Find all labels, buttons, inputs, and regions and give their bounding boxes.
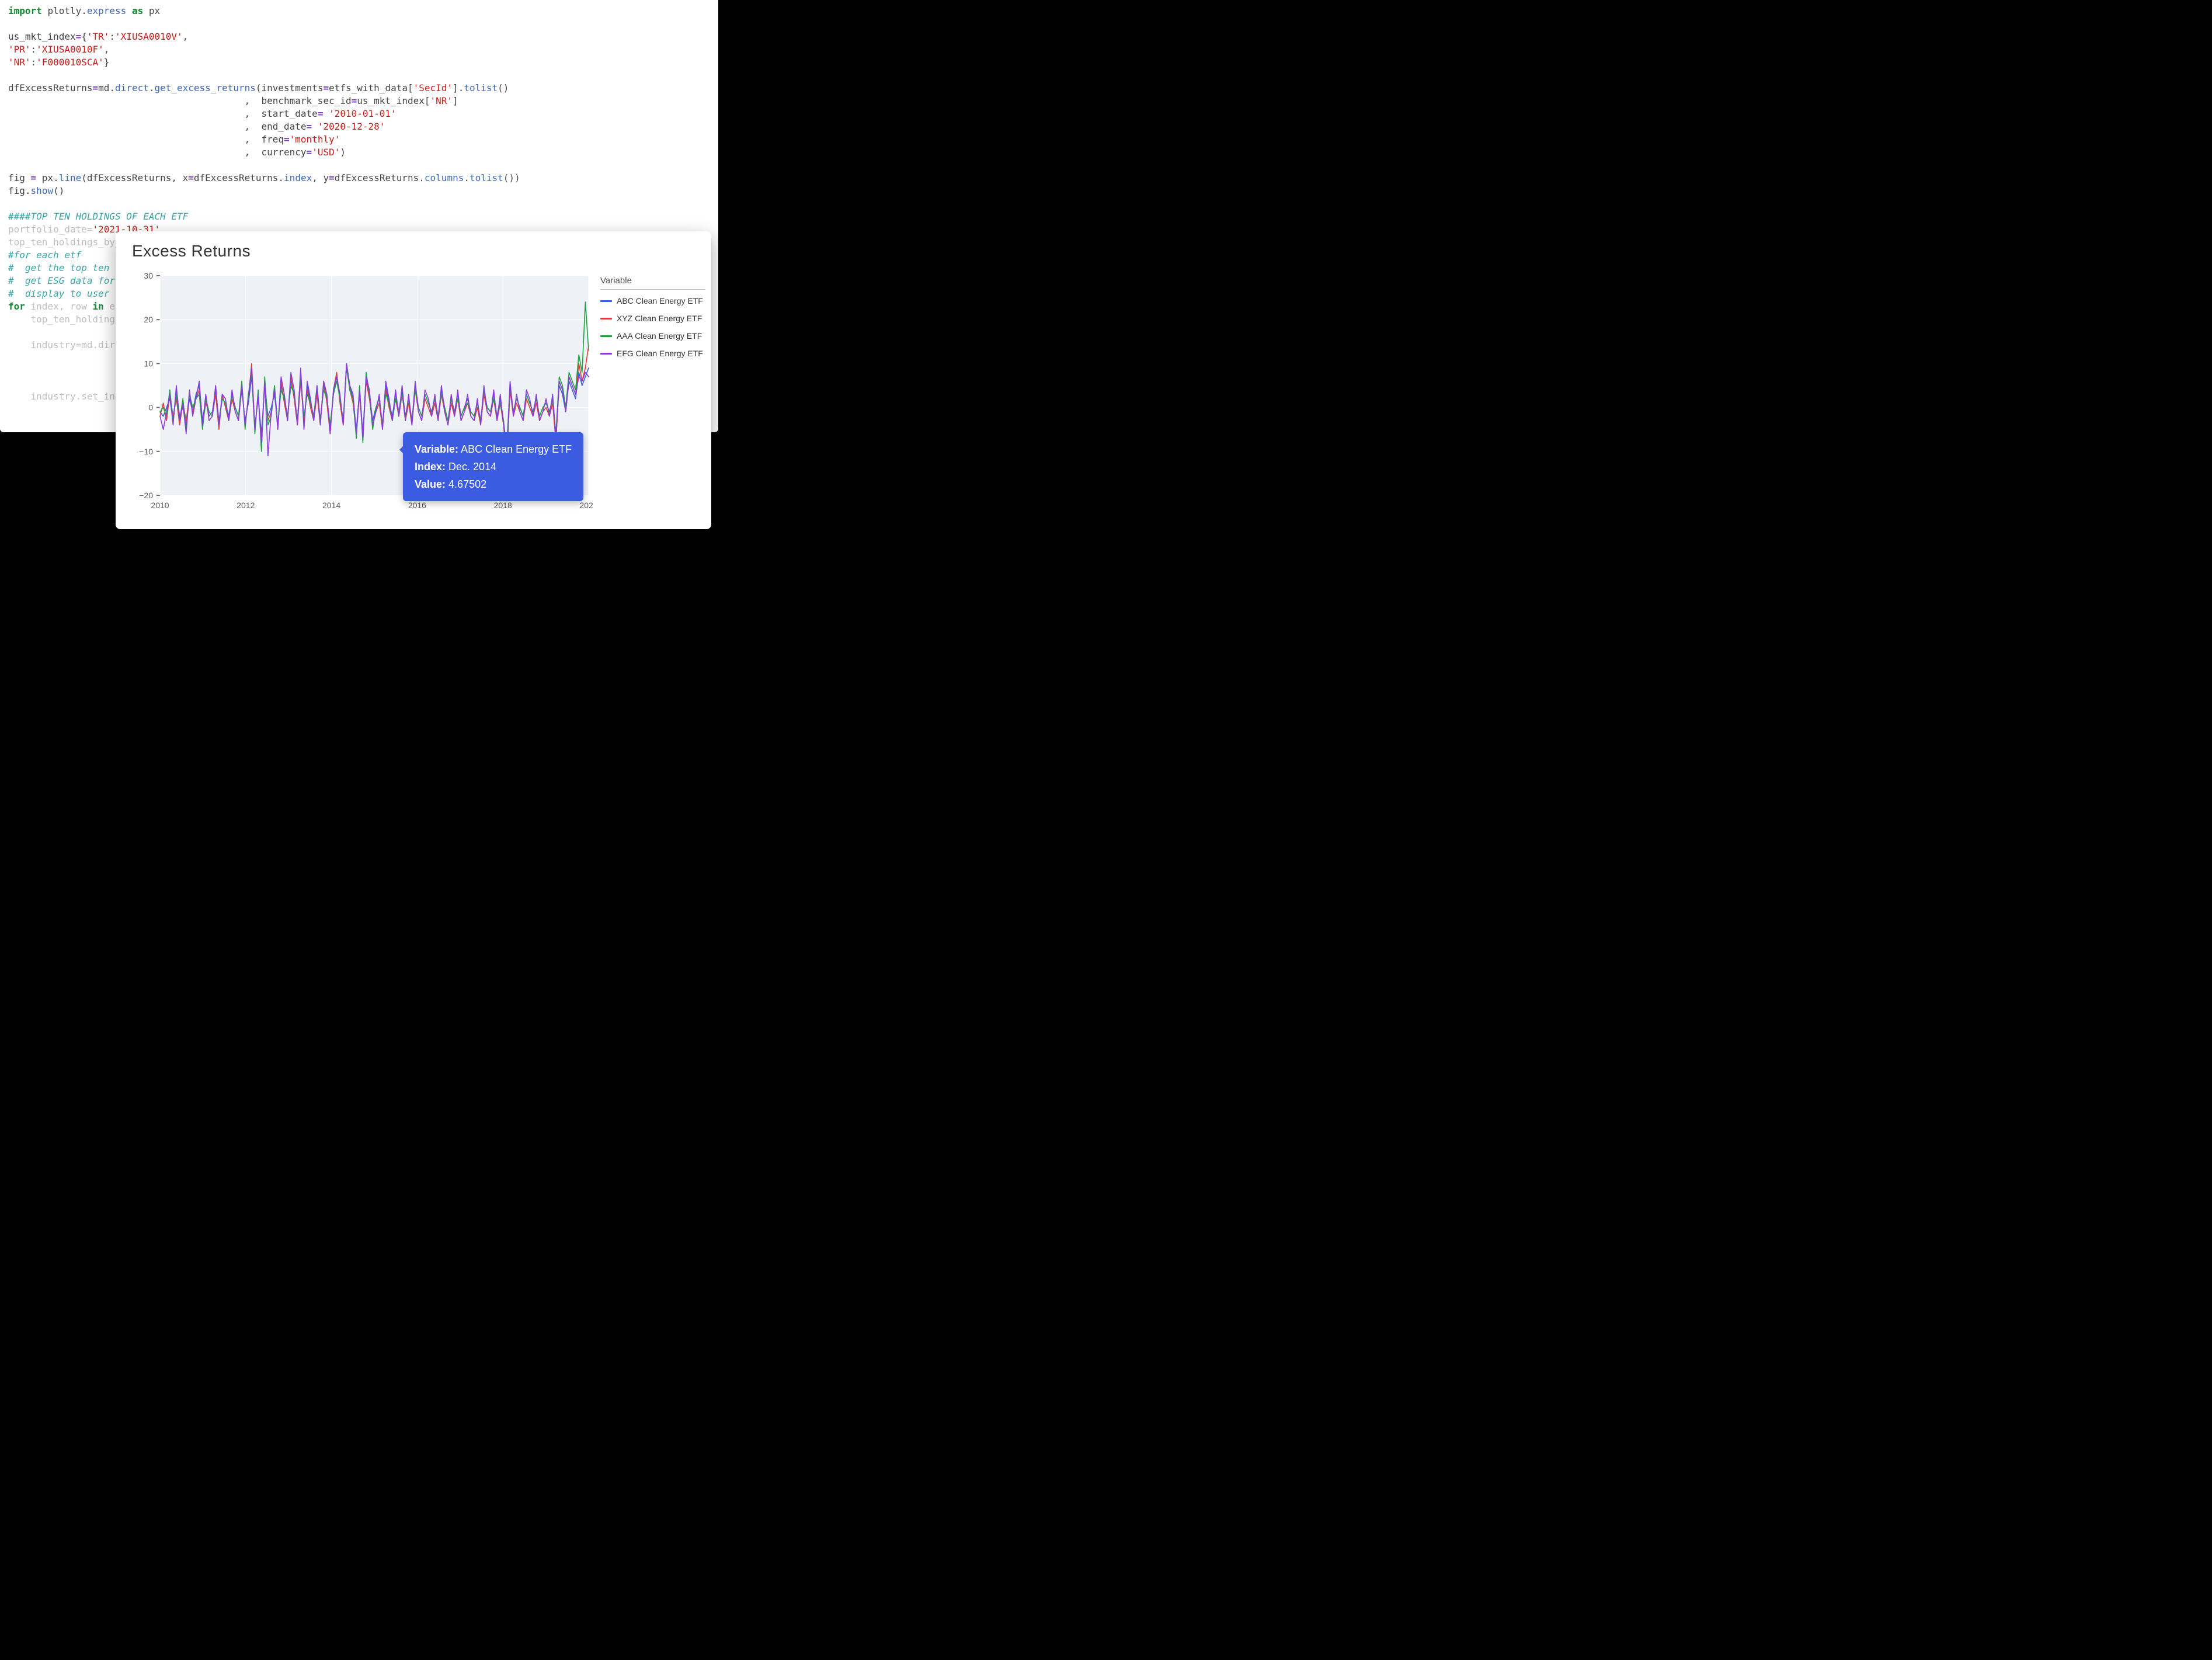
legend-swatch-icon [600,300,612,302]
legend-item[interactable]: EFG Clean Energy ETF [600,345,705,362]
tooltip-index-label: Index: [415,461,446,473]
svg-text:10: 10 [144,359,153,368]
svg-text:2020: 2020 [579,501,593,510]
svg-text:30: 30 [144,271,153,280]
tooltip-value-value: 4.67502 [448,478,486,490]
svg-text:2014: 2014 [322,501,340,510]
legend-swatch-icon [600,353,612,355]
legend-item[interactable]: AAA Clean Energy ETF [600,327,705,345]
legend-item-label: EFG Clean Energy ETF [617,349,703,358]
legend-item[interactable]: ABC Clean Energy ETF [600,292,705,310]
svg-text:2012: 2012 [236,501,255,510]
tooltip-index-value: Dec. 2014 [448,461,496,473]
legend-item-label: ABC Clean Energy ETF [617,296,703,305]
tooltip-variable-label: Variable: [415,443,458,455]
svg-text:−20: −20 [139,491,153,500]
excess-returns-chart-card: Excess Returns −20 −10 0 10 20 30 2010 2012 2014… [116,231,711,529]
legend-swatch-icon [600,318,612,320]
chart-tooltip: Variable: ABC Clean Energy ETF Index: De… [403,432,583,501]
tooltip-value-label: Value: [415,478,446,490]
legend-item-label: AAA Clean Energy ETF [617,331,702,341]
svg-text:2016: 2016 [408,501,426,510]
legend-swatch-icon [600,335,612,337]
legend-title: Variable [600,276,705,290]
chart-plot-area[interactable]: −20 −10 0 10 20 30 2010 2012 2014 2016 2018 2020 Va… [132,271,593,516]
svg-text:2018: 2018 [494,501,512,510]
svg-text:−10: −10 [139,447,153,456]
svg-text:0: 0 [148,403,153,412]
legend-item-label: XYZ Clean Energy ETF [617,314,702,323]
svg-text:20: 20 [144,315,153,324]
svg-text:2010: 2010 [151,501,169,510]
legend-item[interactable]: XYZ Clean Energy ETF [600,310,705,327]
tooltip-variable-value: ABC Clean Energy ETF [461,443,572,455]
stage: import plotly.express as px us_mkt_index… [0,0,747,561]
chart-legend: Variable ABC Clean Energy ETF XYZ Clean E… [600,276,705,362]
chart-title: Excess Returns [132,242,251,261]
